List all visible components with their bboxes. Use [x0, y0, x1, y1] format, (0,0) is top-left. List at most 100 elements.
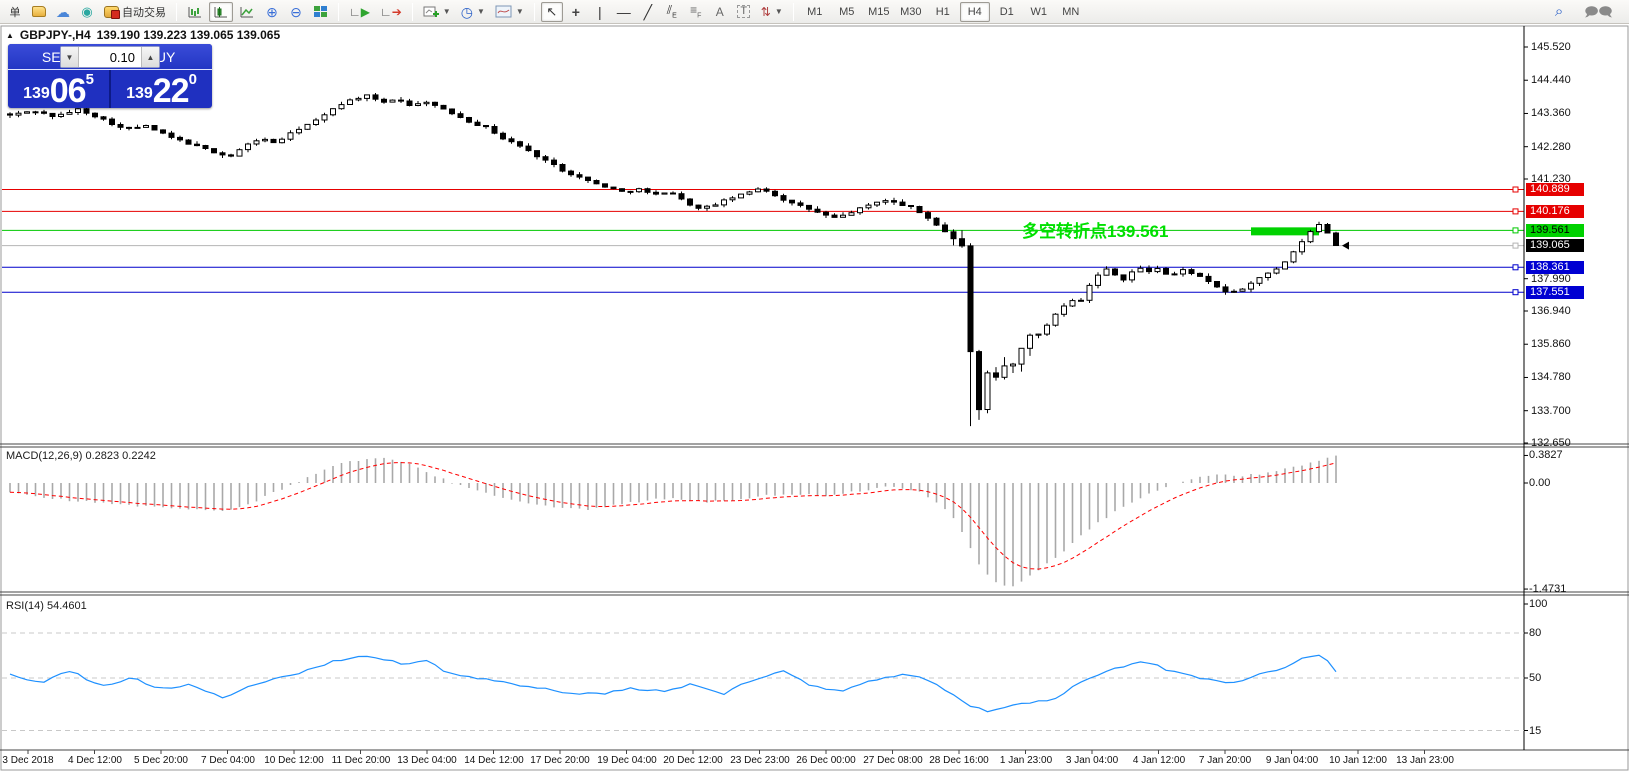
- chat-icon: 🗩🗨: [1584, 4, 1613, 19]
- trendline-icon: ╱: [643, 3, 652, 20]
- candle-body: [916, 206, 923, 214]
- time-axis-label[interactable]: 27 Dec 08:00: [863, 755, 923, 766]
- candlestick-chart-button[interactable]: [209, 1, 233, 22]
- candle-body: [1061, 305, 1067, 315]
- price-axis-tick-label: 132.650: [1531, 437, 1571, 449]
- zoom-in-button[interactable]: ⊕: [261, 2, 283, 22]
- cursor-tool-button[interactable]: ↖: [540, 1, 563, 22]
- pivot-highlight-bar[interactable]: [1251, 227, 1319, 236]
- chart-shift-button[interactable]: ∟➔: [376, 2, 406, 22]
- new-chart-button[interactable]: ▼: [419, 2, 455, 22]
- vertical-line-tool-button[interactable]: |: [589, 2, 611, 22]
- candle-body: [721, 199, 727, 206]
- new-order-button[interactable]: 单: [4, 2, 26, 22]
- candle-body: [313, 119, 319, 125]
- level-line-handle[interactable]: [1512, 242, 1519, 249]
- volume-decrease-button[interactable]: ▼: [61, 47, 79, 67]
- candle-body: [1231, 290, 1237, 293]
- timeframe-m5-button[interactable]: M5: [839, 5, 855, 18]
- buy-button[interactable]: 139 22 0: [111, 70, 212, 108]
- time-axis-label[interactable]: 11 Dec 20:00: [331, 755, 391, 766]
- time-axis-label[interactable]: 10 Jan 12:00: [1329, 755, 1387, 766]
- candle-body: [177, 136, 183, 141]
- time-axis-label[interactable]: 26 Dec 00:00: [796, 755, 856, 766]
- time-axis-label[interactable]: 3 Dec 2018: [2, 755, 54, 766]
- timeframe-w1-button[interactable]: W1: [1030, 5, 1048, 18]
- templates-button[interactable]: ▼: [491, 2, 528, 22]
- time-axis-label[interactable]: 13 Jan 23:00: [1396, 755, 1454, 766]
- timeframe-m1-button[interactable]: M1: [807, 5, 823, 18]
- line-chart-button[interactable]: [235, 2, 259, 22]
- text-label-icon: T: [737, 5, 751, 18]
- time-axis-label[interactable]: 17 Dec 20:00: [530, 755, 590, 766]
- channel-tool-button[interactable]: ⫽E: [661, 2, 683, 22]
- time-axis-label[interactable]: 9 Jan 04:00: [1265, 755, 1319, 766]
- tile-windows-button[interactable]: [309, 2, 332, 22]
- sell-button[interactable]: 139 06 5: [8, 70, 111, 108]
- fibonacci-tool-button[interactable]: ≡F: [685, 2, 707, 22]
- macd-axis-label: 0.00: [1529, 477, 1551, 489]
- time-axis-label[interactable]: 19 Dec 04:00: [597, 755, 657, 766]
- search-button[interactable]: ⌕: [1548, 2, 1570, 22]
- text-label-tool-button[interactable]: T: [733, 2, 755, 22]
- time-axis-label[interactable]: 7 Jan 20:00: [1198, 755, 1252, 766]
- volume-increase-button[interactable]: ▲: [141, 47, 159, 67]
- candle-body: [440, 104, 447, 110]
- crosshair-tool-button[interactable]: +: [565, 2, 587, 22]
- horizontal-line-tool-button[interactable]: —: [613, 2, 635, 22]
- chart-window-title[interactable]: ▲ GBPJPY-,H4 139.190 139.223 139.065 139…: [6, 28, 280, 42]
- time-axis-label[interactable]: 4 Dec 12:00: [68, 755, 122, 766]
- volume-stepper: ▼ 0.10 ▲: [60, 46, 160, 68]
- timeframe-m30-button[interactable]: M30: [900, 5, 922, 18]
- candle-body: [925, 212, 931, 219]
- candle-body: [245, 143, 251, 151]
- ohlc-readout: 139.190 139.223 139.065 139.065: [96, 28, 281, 42]
- arrows-tool-button[interactable]: ⇅ ▼: [757, 2, 787, 22]
- candle-body: [517, 141, 523, 147]
- periods-button[interactable]: ◷ ▼: [457, 2, 489, 22]
- level-line-handle[interactable]: [1512, 264, 1519, 271]
- timeframe-h1-button[interactable]: H1: [935, 5, 950, 18]
- zoom-out-button[interactable]: ⊖: [285, 2, 307, 22]
- dropdown-caret-icon: ▼: [476, 7, 485, 16]
- time-axis-label[interactable]: 7 Dec 04:00: [201, 755, 255, 766]
- timeframe-m15-button[interactable]: M15: [868, 5, 890, 18]
- candle-body: [1307, 231, 1314, 243]
- level-line-handle[interactable]: [1512, 227, 1519, 234]
- toolbar-separator: [176, 2, 177, 21]
- signals-button[interactable]: ◉: [76, 2, 98, 22]
- time-axis-label[interactable]: 20 Dec 12:00: [663, 755, 723, 766]
- pivot-annotation-text[interactable]: 多空转折点139.561: [1022, 222, 1169, 241]
- data-window-button[interactable]: ☁: [52, 2, 74, 22]
- time-axis-label[interactable]: 1 Jan 23:00: [999, 755, 1053, 766]
- time-axis-label[interactable]: 23 Dec 23:00: [730, 755, 790, 766]
- time-axis-label[interactable]: 4 Jan 12:00: [1132, 755, 1186, 766]
- candle-body: [143, 125, 149, 128]
- buy-price-prefix: 139: [126, 85, 153, 102]
- trendline-tool-button[interactable]: ╱: [637, 2, 659, 22]
- auto-scroll-button[interactable]: ∟▶: [345, 2, 374, 22]
- collapse-triangle-icon[interactable]: ▲: [6, 30, 14, 40]
- level-line-handle[interactable]: [1512, 186, 1519, 193]
- timeframe-d1-button[interactable]: D1: [999, 5, 1014, 18]
- time-axis-label[interactable]: 3 Jan 04:00: [1065, 755, 1119, 766]
- timeframe-h4-button[interactable]: H4: [959, 1, 990, 22]
- time-axis-label[interactable]: 13 Dec 04:00: [397, 755, 457, 766]
- time-axis-label[interactable]: 5 Dec 20:00: [134, 755, 188, 766]
- chat-button[interactable]: 🗩🗨: [1580, 2, 1617, 22]
- level-line-handle[interactable]: [1512, 208, 1519, 215]
- text-tool-button[interactable]: A: [709, 2, 731, 22]
- bar-chart-button[interactable]: [183, 2, 207, 22]
- time-axis-label[interactable]: 14 Dec 12:00: [464, 755, 524, 766]
- candle-body: [1001, 365, 1008, 378]
- volume-input[interactable]: 0.10: [109, 49, 135, 65]
- candle-body: [466, 117, 472, 123]
- time-axis-label[interactable]: 10 Dec 12:00: [264, 755, 324, 766]
- market-watch-button[interactable]: [28, 2, 50, 22]
- timeframe-mn-button[interactable]: MN: [1062, 5, 1080, 18]
- autotrading-button[interactable]: 自动交易: [100, 2, 170, 22]
- candle-body: [415, 103, 421, 106]
- time-axis-label[interactable]: 28 Dec 16:00: [929, 755, 989, 766]
- level-line-handle[interactable]: [1512, 289, 1519, 296]
